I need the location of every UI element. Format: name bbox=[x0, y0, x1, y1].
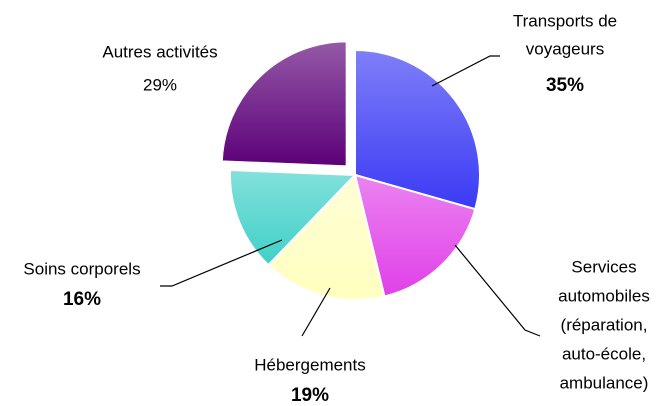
slice-label: Autres activités bbox=[102, 42, 217, 61]
value-label: 29% bbox=[143, 75, 177, 94]
slice-label: Transports de bbox=[513, 11, 617, 30]
slice-label: auto-école, bbox=[562, 344, 646, 363]
slice-label: (réparation, bbox=[561, 315, 648, 334]
slice-shade bbox=[355, 175, 476, 297]
slice-shade bbox=[230, 170, 355, 266]
slice-shade bbox=[268, 175, 385, 300]
slice-shade bbox=[355, 50, 481, 210]
slice-shade bbox=[221, 41, 347, 167]
slice-label: automobiles bbox=[558, 286, 650, 305]
slice-label: voyageurs bbox=[526, 39, 604, 58]
leader-line bbox=[301, 287, 331, 337]
slice-label: Hébergements bbox=[254, 355, 366, 374]
value-label: 35% bbox=[546, 75, 584, 96]
value-label: 16% bbox=[63, 289, 101, 310]
leader-line bbox=[160, 239, 283, 287]
leader-line bbox=[454, 244, 541, 337]
slice-label: Services bbox=[571, 257, 636, 276]
slice-label: Soins corporels bbox=[23, 259, 140, 278]
pie bbox=[220, 40, 481, 301]
value-label: 19% bbox=[291, 385, 329, 401]
slice-label: ambulance) bbox=[560, 373, 649, 392]
leader-line bbox=[431, 55, 500, 87]
